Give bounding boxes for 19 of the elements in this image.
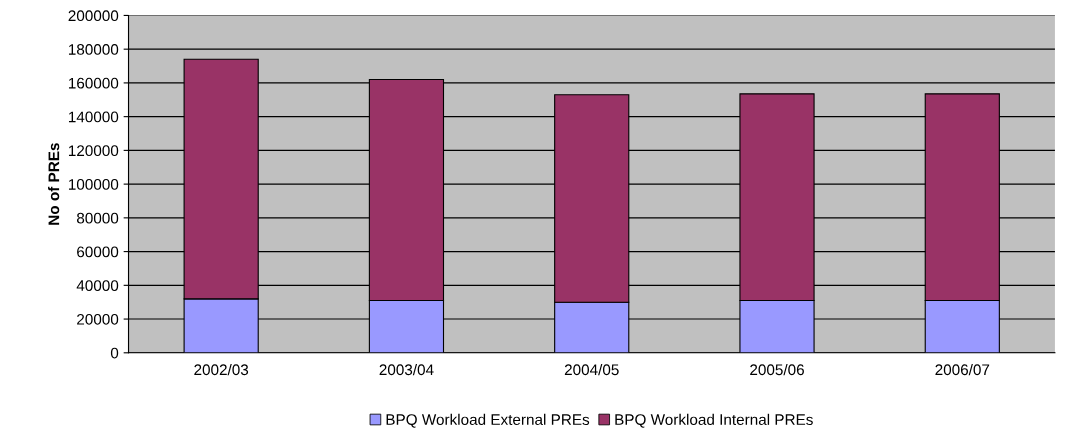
y-tick-label: 20000 [77,313,119,325]
y-tick-label: 60000 [77,246,119,258]
legend-label: BPQ Workload External PREs [386,413,590,428]
y-tick-label: 100000 [68,178,119,190]
x-tick-label: 2005/06 [750,363,804,376]
y-tick-label: 120000 [68,145,119,157]
y-tick-label: 140000 [68,111,119,123]
x-tick-label: 2004/05 [564,363,619,376]
y-tick-label: 160000 [68,77,119,89]
x-tick-label: 2002/03 [194,363,249,376]
y-tick-label: 180000 [68,44,119,55]
legend-label: BPQ Workload Internal PREs [615,413,813,428]
y-tick-label: 0 [110,347,119,359]
x-tick-label: 2003/04 [379,363,434,376]
y-tick-label: 80000 [76,212,119,224]
y-tick-label: 40000 [76,280,119,292]
y-axis-title: No of PREs [48,143,60,225]
y-tick-label: 200000 [68,10,119,22]
x-tick-label: 2006/07 [935,363,990,376]
